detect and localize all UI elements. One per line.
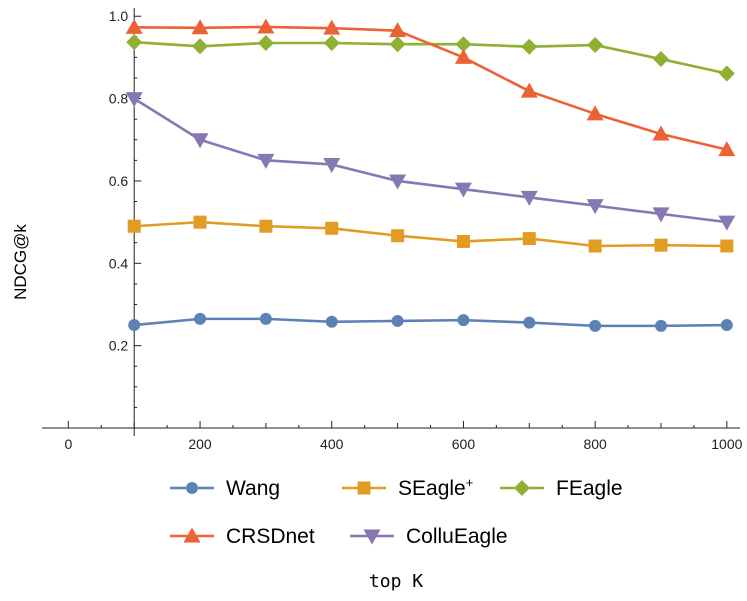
x-tick-label: 200 [188,436,212,452]
data-point [125,92,143,108]
data-point [257,18,275,34]
data-point [456,234,470,248]
legend-swatch-marker [357,481,371,495]
data-point [257,153,275,169]
data-point [652,125,670,141]
legend-swatch-marker [514,480,530,496]
data-point [454,48,472,64]
legend-item-crsdnet: CRSDnet [170,525,315,548]
x-tick-label: 400 [320,436,344,452]
data-point [652,51,669,68]
data-point [126,34,143,51]
data-point [257,35,274,51]
data-point [586,199,604,215]
data-point [191,133,209,149]
series-line-wang [134,317,727,328]
data-point [720,319,733,332]
data-point [259,219,273,233]
data-point [521,38,538,55]
legend-label: SEagle+ [398,475,473,500]
axes: 0 200 400 600 800 1000 0.2 0.4 0.6 0.8 1.0 [42,8,743,452]
data-point [125,18,143,34]
series-line-feagle [134,40,728,75]
series-line-crsdnet [134,25,728,151]
legend: Wang SEagle+ FEagle CRSDnet ColluEagle [170,475,623,548]
legend-label: ColluEagle [406,525,508,548]
series-wang [128,312,733,332]
legend-label: Wang [226,477,280,500]
data-point [523,316,536,329]
data-point [654,238,668,252]
data-point [323,157,341,173]
data-point [323,35,340,51]
data-point [389,36,406,53]
legend-item-collueagle: ColluEagle [350,525,508,548]
data-point [193,215,207,229]
data-point [652,207,670,223]
data-point [389,22,407,38]
data-point [457,314,470,327]
y-axis-title: NDCG@k [11,224,30,300]
data-point [389,174,407,190]
legend-label: FEagle [556,477,623,500]
legend-label: CRSDnet [226,525,315,548]
data-point [128,319,141,332]
data-point [589,319,602,332]
x-tick-label: 0 [64,436,72,452]
data-point [588,239,602,253]
data-point [194,312,207,325]
x-tick-label: 600 [452,436,476,452]
data-point [325,315,338,328]
x-tick-label: 1000 [711,436,742,452]
data-point [720,239,734,253]
legend-item-seagle: SEagle+ [342,475,473,500]
data-point [323,19,341,35]
legend-swatch-marker [183,527,201,543]
series-layer [125,18,736,332]
legend-swatch-marker [363,529,381,545]
series-crsdnet [125,18,736,157]
data-point [718,141,736,157]
data-point [718,65,735,82]
x-tick-label: 800 [583,436,607,452]
y-tick-label: 1.0 [109,8,129,24]
series-collueagle [125,92,736,231]
data-point [520,190,538,206]
x-axis-title: top K [369,571,423,592]
series-line-seagle [134,220,727,248]
data-point [454,182,472,198]
data-point [391,314,404,327]
data-point [587,37,604,54]
data-point [127,219,141,233]
y-tick-label: 0.4 [109,255,129,271]
data-point [520,82,538,98]
data-point [586,105,604,121]
data-point [718,215,736,231]
series-feagle [126,34,735,82]
data-point [391,229,405,243]
data-point [522,232,536,246]
legend-swatch-marker [186,482,198,494]
series-line-collueagle [133,97,727,224]
y-tick-label: 0.8 [109,91,129,107]
y-tick-label: 0.2 [109,338,129,354]
legend-label-superscript: + [466,475,474,490]
data-point [325,221,339,235]
y-tick-label: 0.6 [109,173,129,189]
data-point [455,36,472,53]
data-point [654,319,667,332]
data-point [259,312,272,325]
series-seagle [127,215,734,253]
data-point [191,19,209,35]
legend-item-feagle: FEagle [500,477,623,500]
legend-item-wang: Wang [170,477,280,500]
data-point [192,38,209,55]
